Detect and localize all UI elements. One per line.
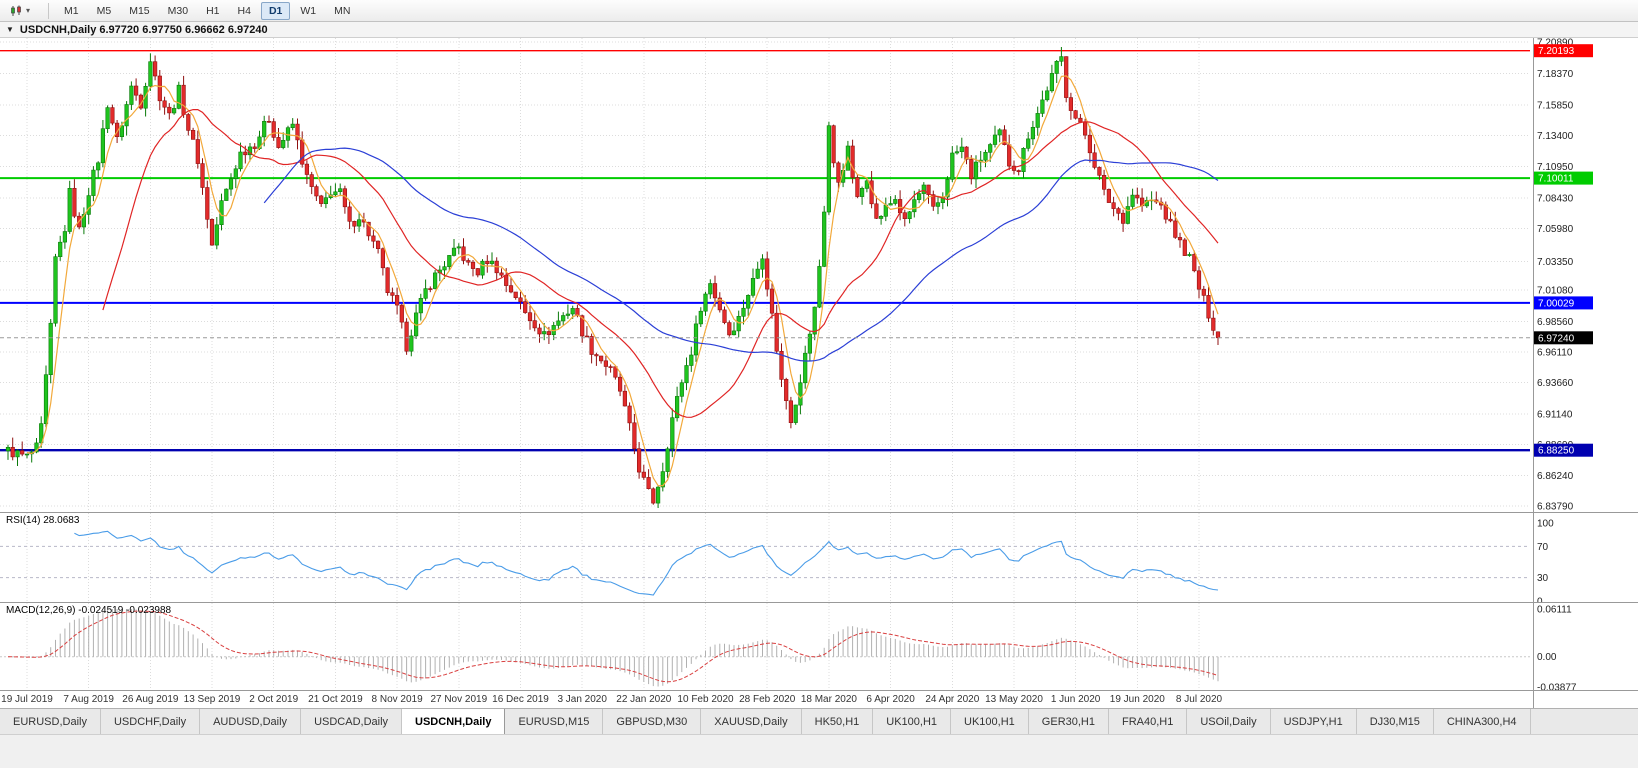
svg-text:7.20193: 7.20193 [1538,46,1575,57]
svg-text:100: 100 [1537,519,1554,530]
tab-eurusd-m15[interactable]: EURUSD,M15 [505,709,604,734]
rsi-plot[interactable]: 100 70 30 0 [0,513,1638,603]
timeframe-m1[interactable]: M1 [64,4,79,17]
macd-plot[interactable]: 0.06111 0.00 -0.03877 [0,603,1638,691]
svg-text:7.13400: 7.13400 [1537,131,1574,142]
svg-text:7.18370: 7.18370 [1537,69,1574,80]
timeframe-d1[interactable]: D1 [260,1,291,20]
time-axis-label: 22 Jan 2020 [616,694,672,705]
tab-audusd-daily[interactable]: AUDUSD,Daily [200,709,302,734]
svg-text:7.08430: 7.08430 [1537,193,1574,204]
time-axis[interactable]: 19 Jul 2019 7 Aug 2019 26 Aug 2019 13 Sep 2… [0,690,1638,708]
main-chart-svg: 7.20890 7.18370 7.15850 7.13400 7.10950 7.084… [0,38,1638,512]
timeframe-toolbar: ▾ M1 M5 M15 M30 H1 H4 D1 W1 MN [0,0,1638,22]
svg-text:30: 30 [1537,573,1549,584]
tab-ger30-h1[interactable]: GER30,H1 [1028,709,1109,734]
toolbar-separator [48,2,50,19]
chart-title-bar: ▼ USDCNH,Daily 6.97720 6.97750 6.96662 6… [0,22,1638,38]
chart-ohlc-readout: USDCNH,Daily 6.97720 6.97750 6.96662 6.9… [19,23,268,36]
svg-text:6.91140: 6.91140 [1537,410,1573,421]
svg-text:70: 70 [1537,542,1549,553]
svg-text:6.86240: 6.86240 [1537,471,1574,482]
svg-text:7.05980: 7.05980 [1537,224,1574,235]
svg-text:6.93660: 6.93660 [1537,378,1574,389]
tab-usdchf-daily[interactable]: USDCHF,Daily [100,709,201,734]
svg-text:6.96110: 6.96110 [1537,347,1573,358]
time-axis-label: 27 Nov 2019 [430,694,488,705]
time-axis-label: 13 May 2020 [985,694,1043,705]
candlestick-chart-icon [11,5,21,16]
rsi-label: RSI(14) 28.0683 [6,515,80,526]
time-axis-label: 2 Oct 2019 [249,694,299,705]
tab-uk100-h1[interactable]: UK100,H1 [873,709,952,734]
symbol-dropdown-icon[interactable]: ▼ [6,25,14,34]
chart-type-dropdown-icon: ▾ [26,6,31,15]
tab-usoil-daily[interactable]: USOil,Daily [1187,709,1271,734]
svg-text:-0.03877: -0.03877 [1537,683,1577,692]
tab-china300-h4[interactable]: CHINA300,H4 [1433,709,1531,734]
macd-svg: 0.06111 0.00 -0.03877 [0,603,1638,691]
timeframe-h1[interactable]: H1 [206,4,220,17]
macd-indicator-panel: 0.06111 0.00 -0.03877 MACD(12,26,9) -0.024… [0,602,1638,691]
chart-tabs: EURUSD,Daily USDCHF,Daily AUDUSD,Daily USDC… [0,708,1638,734]
svg-text:7.00029: 7.00029 [1538,298,1575,309]
time-axis-label: 10 Feb 2020 [677,694,734,705]
svg-text:7.10950: 7.10950 [1537,162,1574,173]
timeframe-m5[interactable]: M5 [96,4,112,17]
tab-xauusd-daily[interactable]: XAUUSD,Daily [701,709,802,734]
main-chart-plot[interactable]: 7.20890 7.18370 7.15850 7.13400 7.10950 7.084… [0,38,1638,512]
tab-usdjpy-h1[interactable]: USDJPY,H1 [1270,709,1357,734]
timeframe-mn[interactable]: MN [334,4,351,17]
time-axis-label: 16 Dec 2019 [492,694,549,705]
svg-text:6.83790: 6.83790 [1537,502,1574,513]
time-axis-label: 26 Aug 2019 [122,694,179,705]
svg-text:7.03350: 7.03350 [1537,257,1574,268]
svg-text:7.01080: 7.01080 [1537,285,1574,296]
svg-text:7.10011: 7.10011 [1538,174,1574,185]
time-axis-label: 21 Oct 2019 [308,694,363,705]
svg-text:0.00: 0.00 [1537,652,1557,663]
tab-eurusd-daily[interactable]: EURUSD,Daily [0,709,101,734]
tab-usdcnh-daily[interactable]: USDCNH,Daily [402,709,506,734]
time-axis-label: 28 Feb 2020 [739,694,796,705]
timeframe-w1[interactable]: W1 [300,4,317,17]
macd-label: MACD(12,26,9) -0.024519 -0.023988 [6,605,172,616]
timeframe-buttons: M1 M5 M15 M30 H1 H4 D1 W1 MN [56,1,358,20]
svg-text:6.88250: 6.88250 [1538,446,1575,457]
time-axis-label: 3 Jan 2020 [557,694,607,705]
time-axis-label: 7 Aug 2019 [63,694,114,705]
tab-gbpusd-m30[interactable]: GBPUSD,M30 [603,709,702,734]
time-axis-label: 8 Nov 2019 [371,694,423,705]
time-axis-label: 8 Jul 2020 [1175,694,1223,705]
timeframe-m30[interactable]: M30 [167,4,189,17]
time-axis-label: 6 Apr 2020 [866,694,915,705]
status-bar [0,734,1638,768]
time-axis-label: 19 Jun 2020 [1109,694,1165,705]
time-axis-label: 18 Mar 2020 [800,694,857,705]
main-chart-panel: 7.20890 7.18370 7.15850 7.13400 7.10950 7.084… [0,38,1638,512]
rsi-indicator-panel: 100 70 30 0 RSI(14) 28.0683 [0,512,1638,603]
rsi-svg: 100 70 30 0 [0,513,1638,603]
tab-fra40-h1[interactable]: FRA40,H1 [1109,709,1188,734]
tab-usdcad-daily[interactable]: USDCAD,Daily [301,709,403,734]
svg-text:7.15850: 7.15850 [1537,101,1574,112]
tab-hk50-h1[interactable]: HK50,H1 [801,709,874,734]
svg-text:7.20890: 7.20890 [1537,38,1574,49]
tab-dj30-m15[interactable]: DJ30,M15 [1356,709,1434,734]
tab-uk100-h1[interactable]: UK100,H1 [951,709,1029,734]
time-axis-label: 19 Jul 2019 [1,694,53,705]
timeframe-h4[interactable]: H4 [237,4,251,17]
timeframe-m15[interactable]: M15 [129,4,150,17]
svg-text:6.97240: 6.97240 [1538,333,1575,344]
time-axis-label: 24 Apr 2020 [925,694,980,705]
svg-text:0: 0 [1537,597,1543,604]
time-axis-label: 1 Jun 2020 [1050,694,1101,705]
chart-type-button[interactable]: ▾ [5,3,35,19]
time-axis-label: 13 Sep 2019 [183,694,241,705]
svg-text:6.98560: 6.98560 [1537,317,1574,328]
svg-text:0.06111: 0.06111 [1537,605,1572,616]
